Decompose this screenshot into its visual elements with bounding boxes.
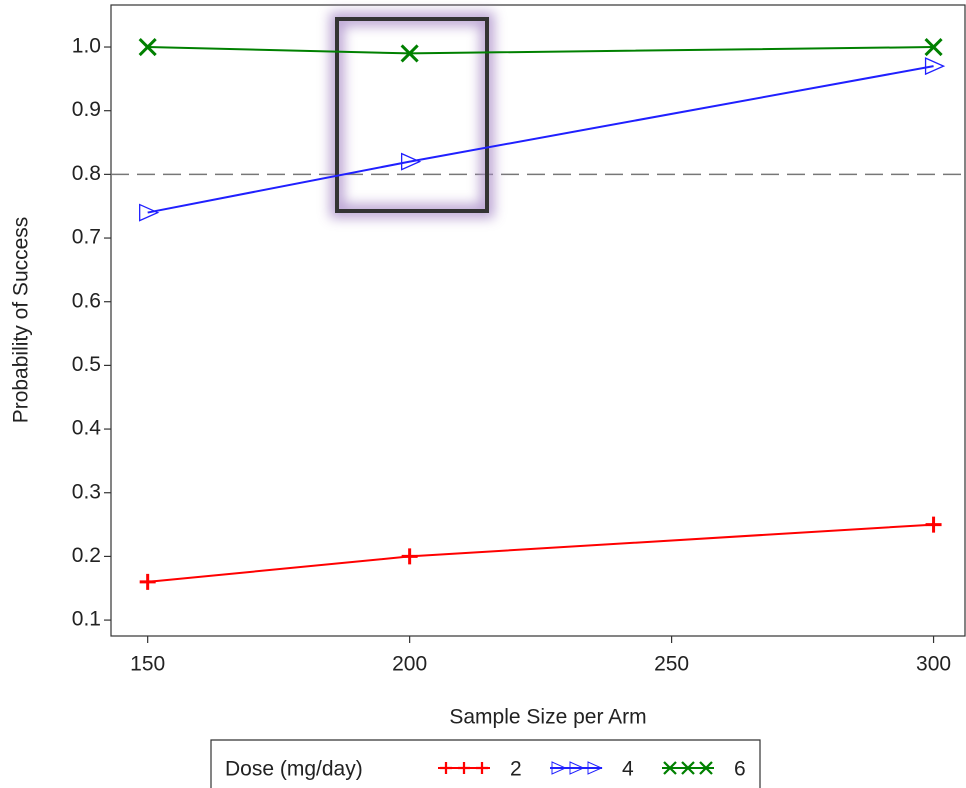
data-point — [401, 548, 418, 565]
x-axis-title: Sample Size per Arm — [449, 706, 646, 729]
x-tick-label: 300 — [916, 653, 951, 676]
y-tick-label: 0.6 — [72, 289, 101, 312]
legend-marker — [440, 762, 452, 774]
legend-marker — [458, 762, 470, 774]
data-point — [138, 37, 157, 57]
legend-marker — [681, 761, 695, 775]
series-line — [147, 65, 934, 214]
highlight-box — [335, 17, 489, 213]
data-point — [925, 516, 942, 533]
y-tick-label: 1.0 — [72, 35, 101, 58]
legend-frame — [210, 739, 761, 788]
legend-marker — [476, 762, 488, 774]
legend-marker — [699, 761, 713, 775]
plot-frame — [110, 4, 966, 637]
y-tick-label: 0.8 — [72, 162, 101, 185]
legend-label: 6 — [734, 758, 746, 781]
x-tick-label: 200 — [392, 653, 427, 676]
legend-marker — [569, 761, 585, 775]
y-axis-title: Probability of Success — [10, 217, 33, 424]
legend-marker — [551, 761, 567, 775]
y-tick-label: 0.2 — [72, 544, 101, 567]
x-tick-label: 250 — [654, 653, 689, 676]
legend-label: 2 — [510, 758, 522, 781]
data-point — [400, 44, 419, 63]
legend-marker — [663, 761, 677, 775]
data-point — [400, 152, 422, 171]
series-line — [147, 523, 934, 583]
y-tick-label: 0.5 — [72, 353, 101, 376]
y-tick-label: 0.1 — [72, 608, 101, 631]
data-point — [139, 203, 160, 222]
data-point — [139, 573, 156, 590]
x-tick-label: 150 — [130, 653, 165, 676]
series-line — [147, 46, 934, 55]
y-tick-label: 0.9 — [72, 98, 101, 121]
legend: Dose (mg/day) 2 4 6 — [210, 739, 761, 788]
data-point — [924, 57, 946, 76]
highlight-glow — [330, 12, 494, 218]
legend-marker — [587, 761, 603, 775]
legend-title: Dose (mg/day) — [225, 758, 363, 781]
y-tick-label: 0.7 — [72, 226, 101, 249]
y-tick-label: 0.3 — [72, 480, 101, 503]
legend-label: 4 — [622, 758, 634, 781]
y-tick-label: 0.4 — [72, 417, 102, 440]
data-point — [924, 37, 943, 57]
